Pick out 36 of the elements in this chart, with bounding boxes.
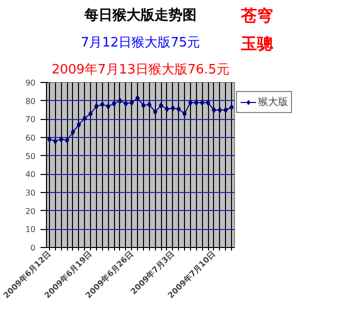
point [94, 103, 99, 110]
y-tick-label: 60 [25, 134, 36, 142]
y-tick-label: 20 [25, 206, 36, 216]
y-tick-label: 40 [25, 170, 36, 180]
legend-label: 猴大版 [258, 96, 288, 109]
point [70, 129, 76, 135]
point [47, 136, 52, 142]
point [164, 106, 170, 112]
point [218, 107, 222, 113]
point [229, 104, 234, 110]
y-tick-label: 80 [25, 96, 36, 106]
point [212, 107, 216, 113]
text: 苍穹 [241, 6, 273, 26]
text: 2009年7月13日猴大版76.5元 [52, 62, 230, 78]
point [224, 107, 228, 113]
point [64, 137, 70, 144]
y-tick-label: 0 [30, 244, 36, 252]
point [112, 100, 116, 107]
point [188, 100, 193, 106]
point [182, 110, 187, 117]
y-tick-label: 90 [25, 78, 36, 88]
point [147, 102, 152, 108]
point [141, 102, 146, 108]
text: 玉骢 [241, 34, 273, 54]
y-tick-label: 50 [25, 152, 36, 161]
point [100, 102, 104, 108]
chart-title: 每日猴大版走势图 [84, 8, 196, 24]
point [158, 102, 164, 108]
point [135, 95, 140, 102]
point [118, 98, 122, 104]
y-tick-label: 10 [25, 225, 36, 234]
y-tick-label: 70 [25, 115, 36, 124]
chart-subtitle: 7月12日猴大版75元 [80, 36, 200, 50]
point [88, 110, 93, 117]
point [206, 100, 210, 106]
y-tick-label: 30 [25, 188, 36, 198]
